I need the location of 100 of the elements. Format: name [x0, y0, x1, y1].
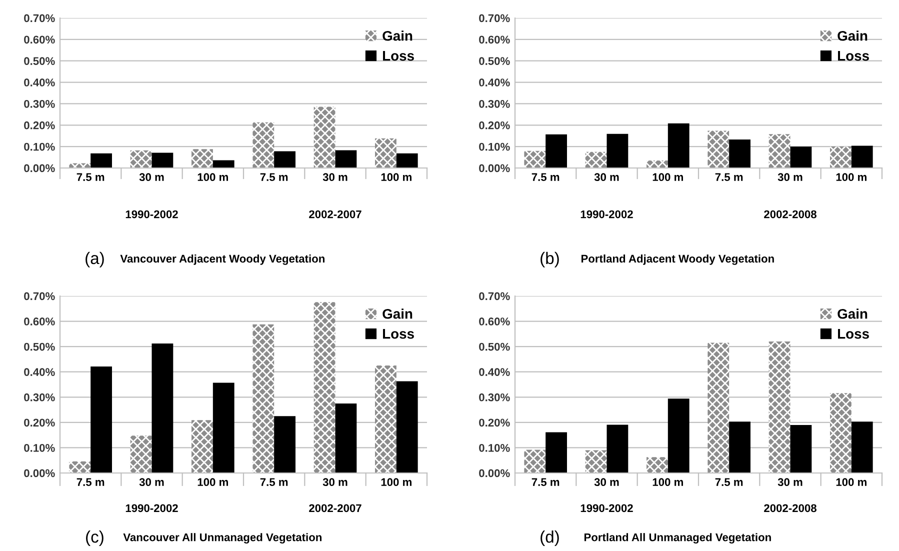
bar — [375, 138, 396, 168]
y-tick-label: 0.40% — [479, 78, 510, 86]
y-tick-label: 0.40% — [479, 368, 510, 376]
x-tick-label: 7.5 m — [260, 173, 288, 182]
x-tick-label: 30 m — [322, 173, 348, 182]
y-tick-label: 0.00% — [24, 164, 55, 172]
text: (b) — [540, 252, 559, 268]
bar — [851, 422, 873, 473]
x-tick-label: 7.5 m — [76, 478, 104, 486]
bar — [212, 160, 234, 168]
bar — [668, 398, 690, 473]
bar — [646, 160, 668, 168]
y-tick-label: 0.50% — [24, 342, 55, 351]
bar — [152, 152, 174, 168]
bar — [729, 140, 750, 168]
bar — [90, 366, 112, 473]
legend-label: Loss — [838, 329, 869, 339]
x-tick-label: 100 m — [652, 478, 683, 486]
bar — [790, 424, 812, 473]
x-tick-label: 100 m — [652, 173, 683, 182]
legend-label: Gain — [382, 30, 412, 41]
bar — [375, 366, 396, 473]
bar — [585, 152, 607, 168]
bar — [708, 342, 730, 473]
text: 2002-2007 — [309, 210, 362, 218]
legend-label: Loss — [838, 51, 869, 61]
x-tick-label: 100 m — [836, 173, 866, 182]
y-tick-label: 0.60% — [24, 36, 55, 44]
bar — [546, 134, 567, 168]
x-tick-label: 30 m — [322, 478, 348, 486]
bar — [646, 457, 668, 473]
bar — [314, 302, 336, 473]
bar — [790, 146, 812, 168]
y-tick-label: 0.30% — [24, 100, 55, 108]
x-tick-label: 30 m — [778, 478, 802, 486]
text: 1990-2002 — [580, 210, 633, 218]
y-tick-label: 0.30% — [479, 393, 510, 402]
x-tick-label: 100 m — [836, 478, 866, 486]
x-tick-label: 30 m — [778, 173, 802, 182]
y-tick-label: 0.30% — [24, 393, 55, 402]
text: Vancouver Adjacent Woody Vegetation — [120, 254, 324, 265]
bar — [335, 150, 357, 168]
bar — [668, 123, 690, 168]
bar — [396, 381, 418, 473]
y-tick-label: 0.20% — [479, 418, 510, 427]
bar — [524, 150, 546, 168]
y-tick-label: 0.30% — [479, 100, 510, 108]
y-tick-label: 0.20% — [479, 121, 510, 130]
text: 2002-2008 — [764, 504, 816, 512]
x-tick-label: 100 m — [381, 478, 412, 486]
bar — [851, 146, 873, 168]
text: 1990-2002 — [126, 504, 178, 512]
text: (a) — [86, 252, 104, 268]
text: Portland All Unmanaged Vegetation — [584, 533, 771, 544]
bar — [830, 393, 852, 473]
y-tick-label: 0.60% — [479, 318, 510, 326]
text: Portland Adjacent Woody Vegetation — [581, 254, 774, 265]
x-tick-label: 7.5 m — [715, 478, 743, 486]
bar — [708, 130, 730, 168]
x-tick-label: 100 m — [381, 173, 412, 182]
text: (d) — [540, 530, 559, 546]
y-tick-label: 0.50% — [479, 57, 510, 65]
bar — [546, 432, 567, 473]
y-tick-label: 0.10% — [24, 142, 55, 151]
bar — [192, 149, 213, 168]
bar — [130, 150, 152, 168]
text: 2002-2008 — [764, 210, 816, 218]
bar — [274, 416, 296, 473]
y-tick-label: 0.70% — [479, 14, 510, 22]
legend-label: Loss — [383, 51, 414, 61]
legend-label: Gain — [382, 308, 412, 319]
y-tick-label: 0.70% — [479, 292, 510, 300]
text: 1990-2002 — [580, 504, 633, 512]
x-tick-label: 30 m — [594, 173, 619, 182]
bar — [90, 153, 112, 168]
x-tick-label: 100 m — [198, 173, 228, 182]
legend-label: Loss — [383, 329, 414, 339]
bar — [830, 146, 852, 168]
x-tick-label: 30 m — [139, 173, 164, 182]
x-tick-label: 7.5 m — [76, 173, 104, 182]
bar — [252, 122, 274, 168]
y-tick-label: 0.60% — [24, 318, 55, 326]
y-tick-label: 0.50% — [479, 342, 510, 351]
x-tick-label: 100 m — [198, 478, 228, 486]
y-tick-label: 0.10% — [479, 444, 510, 452]
legend-label: Gain — [838, 308, 868, 319]
bar — [212, 382, 234, 473]
y-tick-label: 0.60% — [479, 36, 510, 44]
bar — [585, 450, 607, 473]
bar — [192, 420, 213, 473]
y-tick-label: 0.20% — [24, 121, 55, 130]
y-tick-label: 0.70% — [24, 292, 55, 300]
bar — [729, 422, 750, 473]
x-tick-label: 30 m — [139, 478, 164, 486]
y-tick-label: 0.00% — [24, 469, 55, 478]
y-tick-label: 0.40% — [24, 78, 55, 86]
bar — [524, 450, 546, 473]
bar — [314, 106, 336, 168]
x-tick-label: 7.5 m — [260, 478, 288, 486]
y-tick-label: 0.10% — [479, 142, 510, 151]
